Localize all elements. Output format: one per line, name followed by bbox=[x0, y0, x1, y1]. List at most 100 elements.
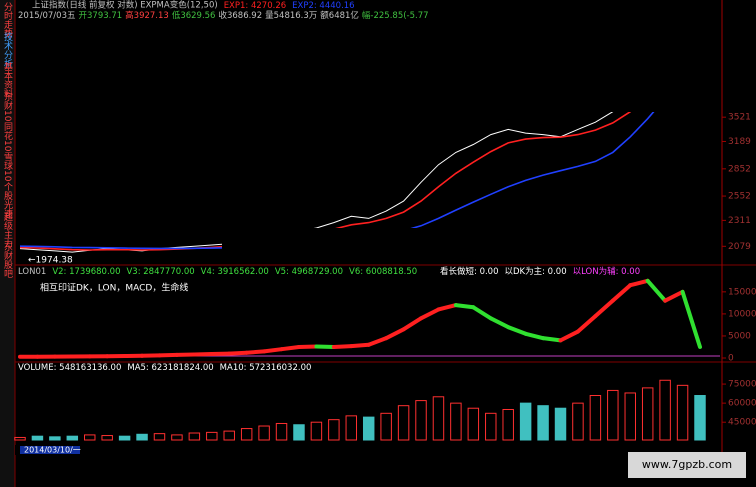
lon-segment bbox=[680, 289, 702, 349]
volume-field: MA5: 623181824.00 bbox=[127, 363, 213, 373]
watermark: www.7gpzb.com bbox=[642, 458, 732, 471]
volume-bar bbox=[676, 384, 689, 441]
lon-segment bbox=[244, 349, 267, 355]
lon-segment bbox=[331, 344, 354, 349]
lon-segment bbox=[645, 278, 668, 303]
sidebar-tab: 东财10 bbox=[2, 91, 13, 122]
y-tick-label: 0 bbox=[728, 354, 734, 364]
volume-bar bbox=[397, 405, 410, 441]
volume-header: VOLUME: 548163136.00 MA5: 623181824.00 MA1… bbox=[18, 363, 311, 373]
volume-field: VOLUME: 548163136.00 bbox=[18, 363, 121, 373]
lon-field: V5: 4968729.00 bbox=[275, 267, 343, 277]
lon-segment bbox=[401, 316, 424, 332]
line bbox=[19, 61, 701, 251]
y-tick-label: 5000 bbox=[728, 331, 751, 341]
lon-segment bbox=[541, 336, 563, 343]
volume-bar bbox=[694, 395, 706, 441]
lon-segment bbox=[523, 331, 546, 341]
volume-bar bbox=[554, 407, 567, 441]
lon-segment bbox=[471, 305, 493, 321]
lon-note: 看长做短: 0.00 bbox=[440, 266, 499, 277]
y-tick-label: 2079 bbox=[728, 242, 751, 252]
volume-bar bbox=[171, 434, 183, 441]
volume-field: MA10: 572316032.00 bbox=[220, 363, 312, 373]
lon-header: LON01 V2: 1739680.00 V3: 2847770.00 V4: 391… bbox=[18, 267, 417, 277]
lon-segment bbox=[419, 307, 441, 321]
lon-segment bbox=[349, 342, 371, 349]
volume-bar bbox=[258, 425, 270, 441]
lon-field: V3: 2847770.00 bbox=[126, 267, 194, 277]
volume-bar bbox=[607, 389, 619, 441]
sidebar-tab: 个股光速 bbox=[2, 182, 13, 219]
date-box bbox=[20, 446, 80, 454]
sidebar-tab: 超级主力 bbox=[2, 211, 13, 249]
volume-bar bbox=[362, 416, 375, 441]
volume-bar bbox=[206, 431, 218, 441]
exp-label: EXP2: 4440.16 bbox=[292, 1, 354, 11]
volume-bar bbox=[153, 433, 166, 441]
quote-field: 收3686.92 bbox=[218, 10, 262, 21]
quote-field: 额6481亿 bbox=[320, 10, 359, 21]
volume-bar bbox=[589, 395, 602, 441]
y-tick-label: 2552 bbox=[728, 192, 751, 202]
lon-segment bbox=[227, 350, 249, 356]
quote-field: 2015/07/03五 bbox=[18, 11, 76, 21]
volume-bar bbox=[136, 433, 148, 441]
overlay bbox=[222, 228, 533, 257]
lon-field: LON01 bbox=[18, 267, 46, 277]
y-tick-label: 45000 bbox=[728, 418, 756, 428]
volume-bar bbox=[310, 421, 323, 441]
sidebar bbox=[0, 0, 15, 487]
volume-bar bbox=[328, 419, 340, 441]
lon-subtitle: 相互印证DK，LON，MACD，生命线 bbox=[40, 282, 188, 294]
volume-bar bbox=[84, 434, 96, 441]
volume-bar bbox=[49, 436, 61, 441]
lon-segment bbox=[279, 344, 301, 352]
footer-date: 2014/03/10/一 bbox=[24, 446, 81, 455]
volume-bar bbox=[537, 405, 549, 441]
sidebar-tab: 技术分析 bbox=[2, 31, 13, 69]
volume-bar bbox=[641, 387, 654, 441]
volume-bar bbox=[502, 408, 514, 441]
low-marker: ←1974.38 bbox=[28, 256, 73, 266]
volume-bar bbox=[188, 432, 201, 441]
quote-field: 量54816.3万 bbox=[265, 11, 317, 21]
volume-bar bbox=[467, 407, 480, 441]
volume-bar bbox=[659, 379, 671, 441]
overlay bbox=[428, 0, 720, 112]
lon-segment bbox=[488, 316, 511, 330]
watermark-box bbox=[628, 452, 746, 478]
volume-bar bbox=[14, 436, 26, 441]
chart-title: 上证指数(日线 前复权 对数) EXPMA变色(12,50) EXP1: 4270… bbox=[32, 0, 355, 11]
y-tick-label: 15000 bbox=[728, 287, 756, 297]
volume-bar bbox=[101, 435, 113, 441]
volume-bar bbox=[293, 424, 305, 441]
volume-bar bbox=[519, 402, 532, 441]
lon-segment bbox=[663, 289, 685, 303]
sidebar-tab: 分时走势 bbox=[2, 2, 13, 39]
lon-note: 以DK为主: 0.00 bbox=[505, 266, 567, 277]
volume-bar bbox=[450, 402, 462, 441]
volume-bar bbox=[624, 392, 636, 441]
lon-segment bbox=[610, 283, 633, 303]
y-tick-label: 2852 bbox=[728, 164, 751, 174]
volume-bar bbox=[572, 402, 584, 441]
footer-bar bbox=[15, 445, 615, 455]
lon-field: V2: 1739680.00 bbox=[52, 267, 120, 277]
quote-field: 高3927.13 bbox=[125, 10, 169, 21]
volume-bar bbox=[118, 435, 131, 441]
lon-segment bbox=[453, 303, 476, 310]
exp-label: EXP1: 4270.26 bbox=[224, 1, 286, 11]
volume-bar bbox=[275, 422, 288, 441]
volume-bar bbox=[240, 428, 253, 441]
lon-segment bbox=[558, 329, 580, 343]
lon-segment bbox=[262, 347, 284, 354]
sidebar-tab: 基本资料 bbox=[2, 61, 13, 99]
quote-field: 幅-225.85(-5.77%) bbox=[362, 10, 440, 21]
lon-segment bbox=[384, 327, 406, 341]
lon-field: V6: 6008818.50 bbox=[349, 267, 417, 277]
volume-bar bbox=[432, 396, 445, 441]
lon-segment bbox=[506, 325, 528, 336]
volume-bar bbox=[66, 435, 79, 441]
